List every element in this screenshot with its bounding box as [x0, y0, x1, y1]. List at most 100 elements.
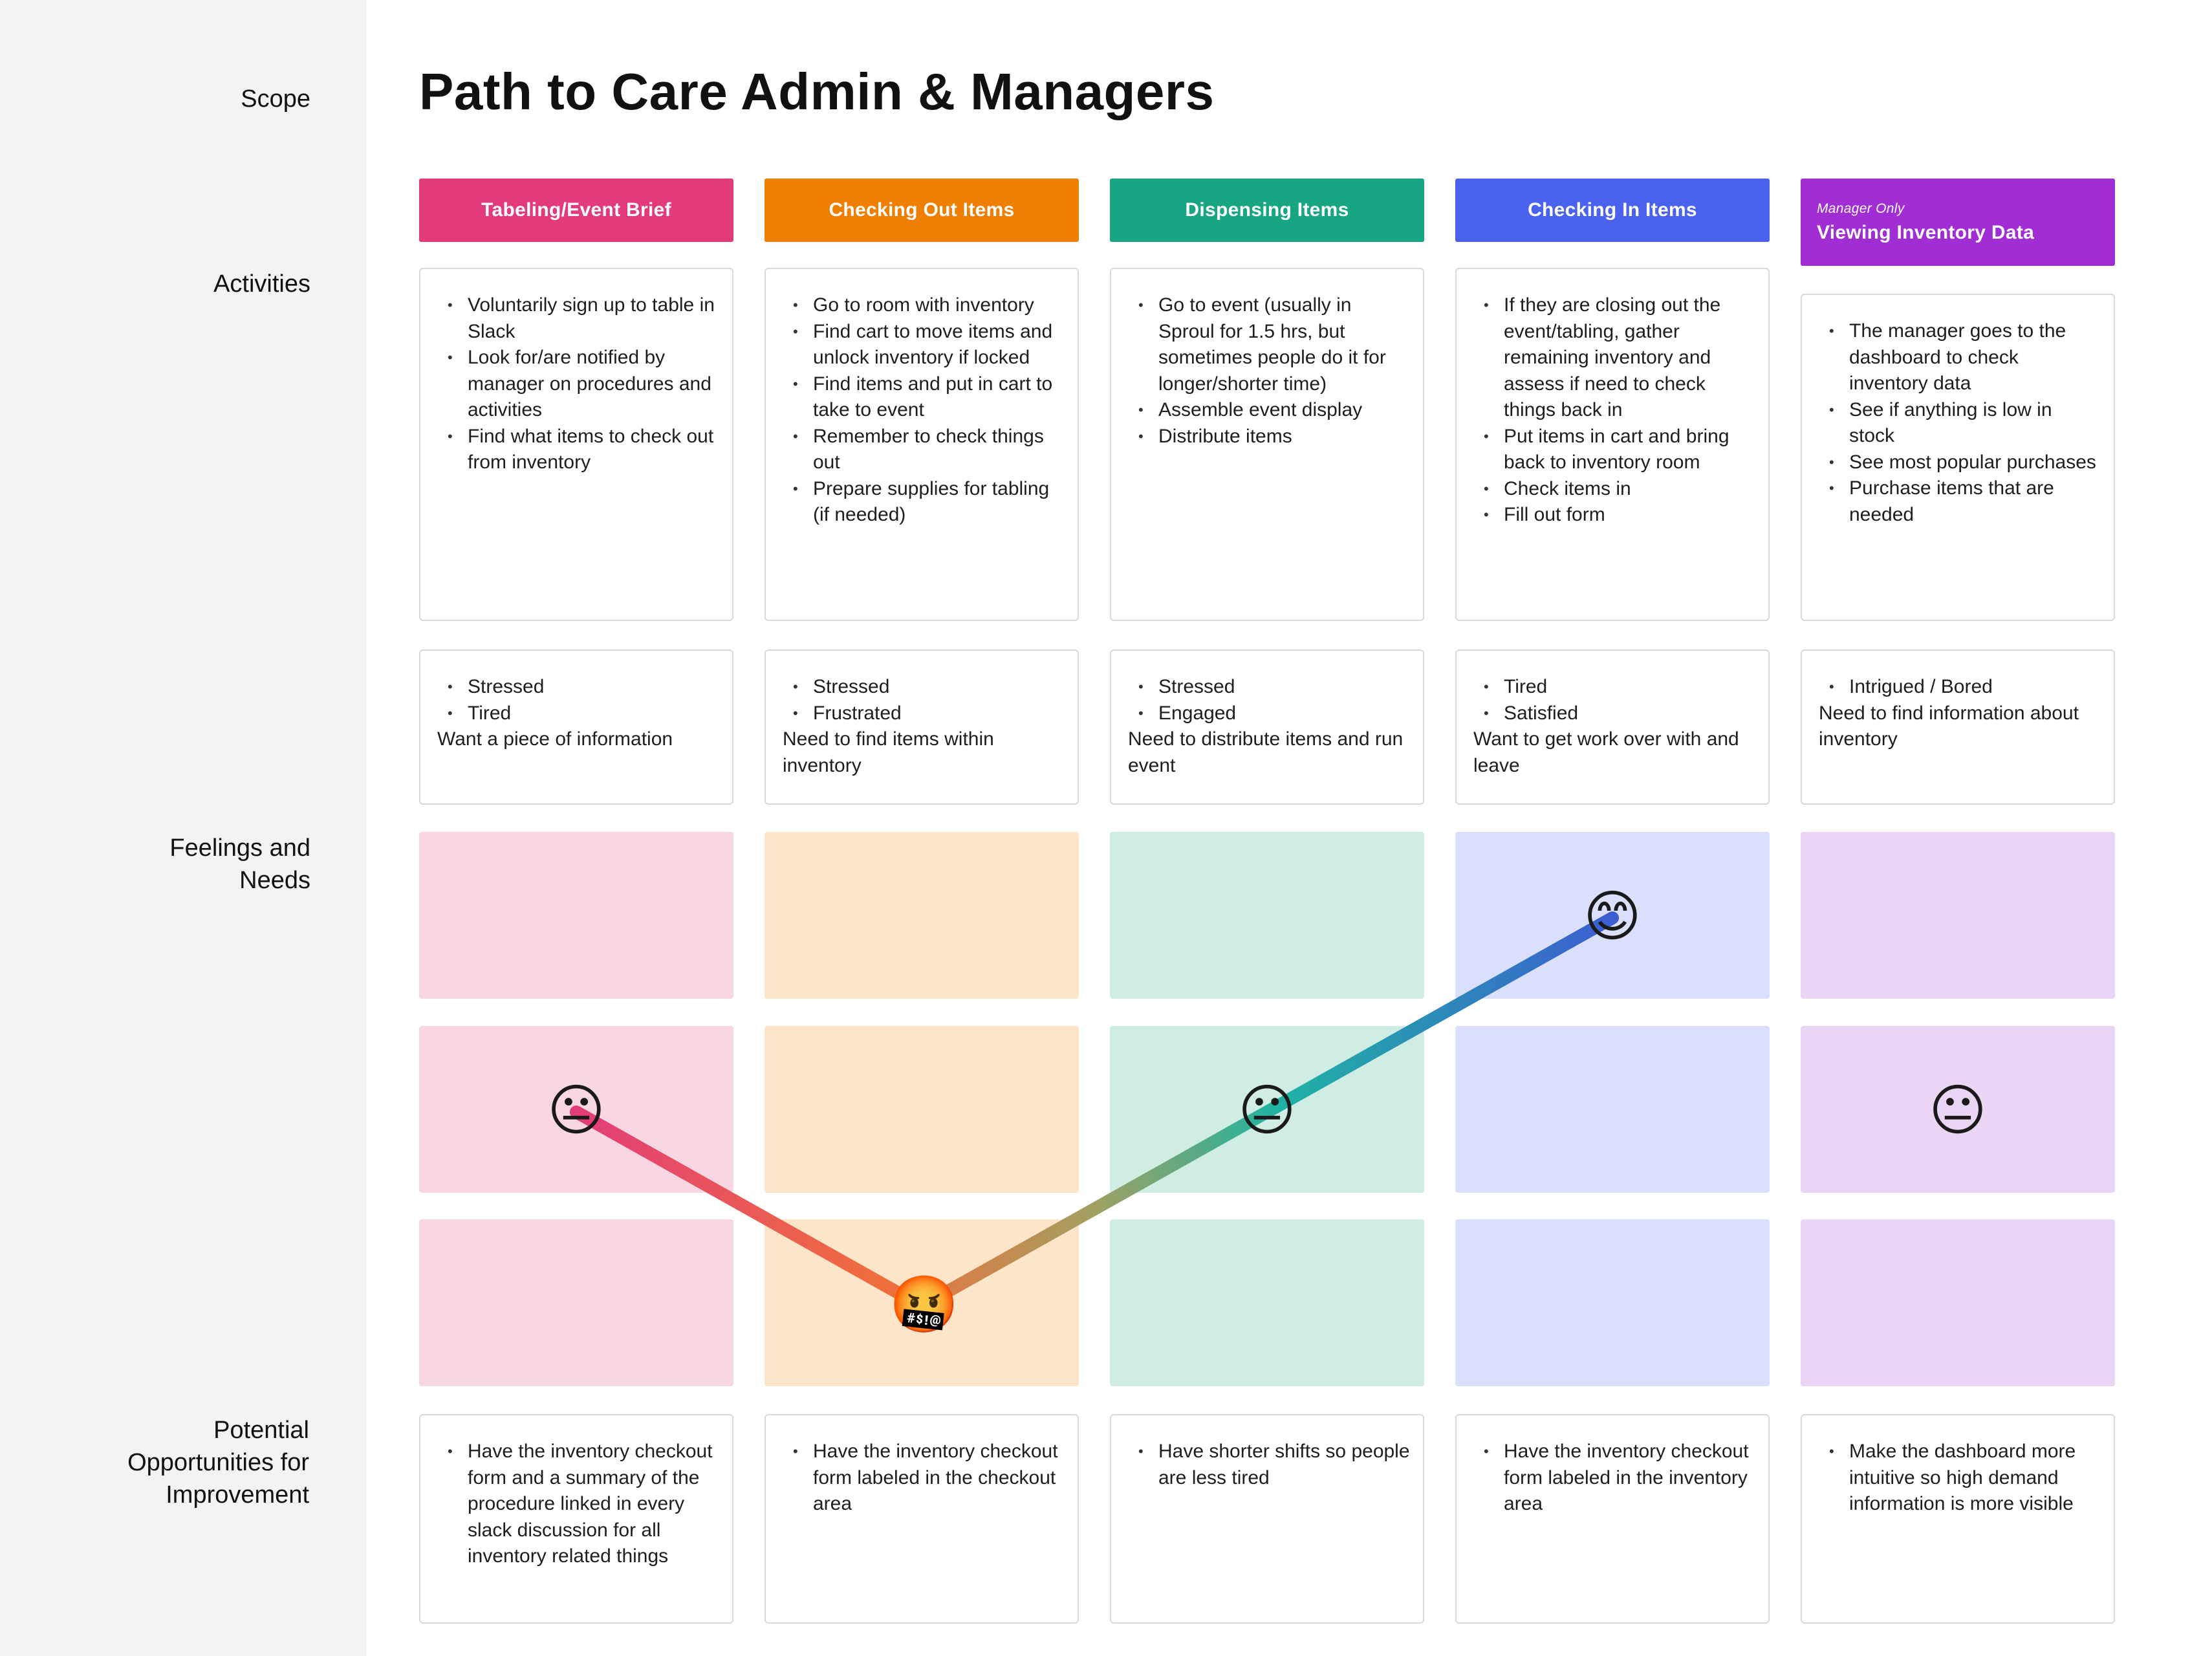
need-text: Need to find items within inventory: [783, 728, 994, 776]
emotion-zone: [419, 1219, 733, 1386]
emoji-angry-icon: 🤬: [889, 1274, 959, 1336]
activity-item: Check items in: [1473, 476, 1755, 503]
feelings-card: StressedTiredWant a piece of information: [419, 649, 733, 805]
row-label-opportunities: Potential Opportunities for Improvement: [127, 1417, 309, 1509]
stage-header-label: Dispensing Items: [1185, 199, 1349, 221]
feelings-card: TiredSatisfiedWant to get work over with…: [1455, 649, 1770, 805]
emotion-curve-line: [570, 911, 1619, 1313]
stage-header-label: Checking In Items: [1528, 199, 1697, 221]
opportunity-item: Make the dashboard more intuitive so hig…: [1819, 1439, 2101, 1518]
opportunities-card: Make the dashboard more intuitive so hig…: [1801, 1414, 2115, 1624]
emotion-zone: [1801, 832, 2115, 999]
feeling-item: Stressed: [1128, 674, 1410, 701]
activities-card: If they are closing out the event/tablin…: [1455, 268, 1770, 621]
need-text: Need to distribute items and run event: [1128, 728, 1404, 776]
opportunity-item: Have the inventory checkout form and a s…: [437, 1439, 719, 1570]
activity-item: Go to event (usually in Sproul for 1.5 h…: [1128, 292, 1410, 397]
stage-header: Checking In Items: [1455, 179, 1770, 242]
row-label-feelings: Feelings and Needs: [169, 834, 310, 894]
stage-header: Tabeling/Event Brief: [419, 179, 733, 242]
emotion-zone: [1801, 1219, 2115, 1386]
activity-item: Find items and put in cart to take to ev…: [783, 371, 1065, 424]
feeling-item-list: StressedEngaged: [1128, 674, 1410, 726]
activities-card: The manager goes to the dashboard to che…: [1801, 294, 2115, 621]
row-label-activities: Activities: [213, 270, 310, 298]
opportunity-item: Have the inventory checkout form labeled…: [1473, 1439, 1755, 1518]
feeling-item-list: StressedFrustrated: [783, 674, 1065, 726]
activity-item: Voluntarily sign up to table in Slack: [437, 292, 719, 345]
feeling-item-list: StressedTired: [437, 674, 719, 726]
activities-card: Voluntarily sign up to table in SlackLoo…: [419, 268, 733, 621]
emotion-zone: [1110, 1219, 1424, 1386]
row-label-scope: Scope: [241, 85, 310, 113]
page-title: Path to Care Admin & Managers: [419, 63, 1215, 120]
emotion-zone: [1110, 832, 1424, 999]
emoji-neutral-icon: 😐: [1238, 1080, 1296, 1142]
feelings-card: StressedFrustratedNeed to find items wit…: [764, 649, 1079, 805]
activity-item: Find what items to check out from invent…: [437, 424, 719, 476]
feeling-item: Stressed: [437, 674, 719, 701]
opportunities-card: Have the inventory checkout form labeled…: [764, 1414, 1079, 1624]
activity-item-list: The manager goes to the dashboard to che…: [1819, 318, 2101, 528]
feelings-card: StressedEngagedNeed to distribute items …: [1110, 649, 1424, 805]
activity-item: Look for/are notified by manager on proc…: [437, 345, 719, 424]
emotion-zone: [1455, 1219, 1770, 1386]
feeling-item: Intrigued / Bored: [1819, 674, 2101, 701]
feeling-item: Frustrated: [783, 701, 1065, 727]
feeling-item: Stressed: [783, 674, 1065, 701]
activity-item-list: Voluntarily sign up to table in SlackLoo…: [437, 292, 719, 476]
need-text: Want to get work over with and leave: [1473, 728, 1739, 776]
opportunities-card: Have shorter shifts so people are less t…: [1110, 1414, 1424, 1624]
stage-header: Manager Only Viewing Inventory Data: [1801, 179, 2115, 266]
activity-item: Put items in cart and bring back to inve…: [1473, 424, 1755, 476]
activity-item: See most popular purchases: [1819, 450, 2101, 476]
activity-item-list: If they are closing out the event/tablin…: [1473, 292, 1755, 528]
opportunity-item-list: Have the inventory checkout form labeled…: [783, 1439, 1065, 1518]
opportunity-item-list: Have the inventory checkout form and a s…: [437, 1439, 719, 1570]
need-text: Need to find information about inventory: [1819, 702, 2079, 750]
emotion-zone: [764, 1026, 1079, 1193]
activity-item-list: Go to room with inventoryFind cart to mo…: [783, 292, 1065, 528]
opportunities-card: Have the inventory checkout form labeled…: [1455, 1414, 1770, 1624]
opportunity-item-list: Have the inventory checkout form labeled…: [1473, 1439, 1755, 1518]
stage-header: Checking Out Items: [764, 179, 1079, 242]
emoji-happy-icon: 😊: [1583, 886, 1642, 948]
sidebar: [0, 0, 366, 1656]
activity-item: Purchase items that are needed: [1819, 475, 2101, 528]
emotion-zone: [419, 832, 733, 999]
feeling-item: Tired: [437, 701, 719, 727]
opportunity-item-list: Make the dashboard more intuitive so hig…: [1819, 1439, 2101, 1518]
emoji-neutral-icon: 😐: [547, 1080, 605, 1142]
feeling-item: Satisfied: [1473, 701, 1755, 727]
activity-item: Find cart to move items and unlock inven…: [783, 319, 1065, 371]
activity-item: The manager goes to the dashboard to che…: [1819, 318, 2101, 397]
stage-header-label: Tabeling/Event Brief: [481, 199, 671, 221]
stage-header: Dispensing Items: [1110, 179, 1424, 242]
need-text: Want a piece of information: [437, 728, 673, 750]
activity-item: Remember to check things out: [783, 424, 1065, 476]
activity-item: See if anything is low in stock: [1819, 397, 2101, 450]
opportunities-card: Have the inventory checkout form and a s…: [419, 1414, 733, 1624]
activity-item: Prepare supplies for tabling (if needed): [783, 476, 1065, 528]
opportunity-item-list: Have shorter shifts so people are less t…: [1128, 1439, 1410, 1491]
emoji-neutral-icon: 😐: [1929, 1080, 1987, 1142]
activities-card: Go to event (usually in Sproul for 1.5 h…: [1110, 268, 1424, 621]
emotion-zone: [764, 832, 1079, 999]
activity-item: If they are closing out the event/tablin…: [1473, 292, 1755, 424]
activities-card: Go to room with inventoryFind cart to mo…: [764, 268, 1079, 621]
emotion-zone: [1801, 1026, 2115, 1193]
opportunity-item: Have shorter shifts so people are less t…: [1128, 1439, 1410, 1491]
activity-item: Assemble event display: [1128, 397, 1410, 424]
emotion-zone: [1455, 1026, 1770, 1193]
activity-item: Distribute items: [1128, 424, 1410, 450]
feeling-item-list: Intrigued / Bored: [1819, 674, 2101, 701]
activity-item-list: Go to event (usually in Sproul for 1.5 h…: [1128, 292, 1410, 450]
feeling-item: Engaged: [1128, 701, 1410, 727]
stage-header-label: Viewing Inventory Data: [1817, 221, 2035, 243]
activity-item: Go to room with inventory: [783, 292, 1065, 319]
feeling-item: Tired: [1473, 674, 1755, 701]
feeling-item-list: TiredSatisfied: [1473, 674, 1755, 726]
opportunity-item: Have the inventory checkout form labeled…: [783, 1439, 1065, 1518]
